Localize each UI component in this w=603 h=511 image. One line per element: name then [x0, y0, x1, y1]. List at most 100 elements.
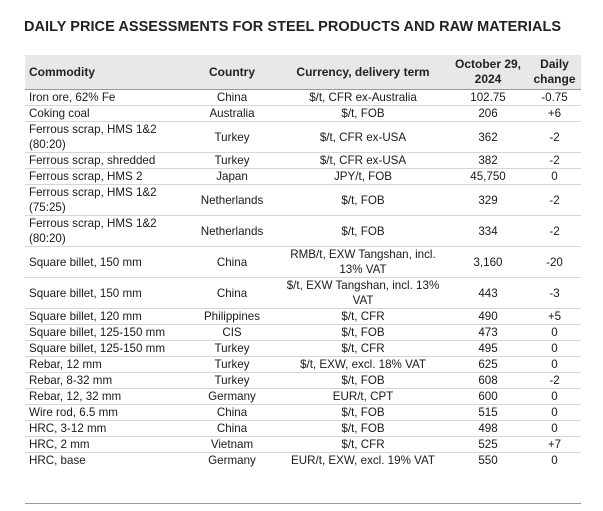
cell-country: Japan: [186, 168, 278, 185]
cell-change: -0.75: [528, 89, 581, 106]
table-row: Iron ore, 62% Fe China $/t, CFR ex-Austral…: [25, 89, 581, 106]
cell-currency: $/t, CFR: [278, 436, 448, 453]
table-row: HRC, base Germany EUR/t, EXW, excl. 19% VA…: [25, 453, 581, 469]
table-row: Coking coal Australia $/t, FOB 206 +6: [25, 105, 581, 122]
cell-currency: $/t, CFR ex-Australia: [278, 89, 448, 106]
cell-currency: EUR/t, EXW, excl. 19% VAT: [291, 454, 435, 467]
cell-country: Vietnam: [186, 436, 278, 453]
cell-currency: $/t, EXW Tangshan, incl. 13% VAT: [278, 277, 448, 309]
cell-country: China: [186, 246, 278, 278]
table-row: Ferrous scrap, shredded Turkey $/t, CFR ex…: [25, 152, 581, 169]
cell-change: +7: [528, 436, 581, 453]
table-body: Iron ore, 62% Fe China $/t, CFR ex-Austral…: [25, 89, 581, 469]
cell-price: 600: [448, 388, 528, 405]
cell-country: Turkey: [186, 356, 278, 373]
cell-commodity: Rebar, 12, 32 mm: [25, 388, 186, 405]
table-row: HRC, 3-12 mm China $/t, FOB 498 0: [25, 420, 581, 437]
cell-commodity: Square billet, 125-150 mm: [25, 340, 186, 357]
cell-price: 490: [448, 308, 528, 325]
cell-price: 329: [448, 184, 528, 216]
cell-commodity: HRC, 3-12 mm: [25, 420, 186, 437]
cell-currency: $/t, CFR: [278, 340, 448, 357]
table-row: Square billet, 120 mm Philippines $/t, CFR…: [25, 308, 581, 325]
table-row: Wire rod, 6.5 mm China $/t, FOB 515 0: [25, 404, 581, 421]
cell-price: 206: [448, 105, 528, 122]
cell-currency: $/t, EXW, excl. 18% VAT: [278, 356, 448, 373]
cell-currency: $/t, CFR ex-USA: [278, 152, 448, 169]
cell-change: 0: [528, 324, 581, 341]
cell-currency: $/t, CFR: [278, 308, 448, 325]
cell-currency: $/t, FOB: [278, 184, 448, 216]
header-country: Country: [209, 64, 255, 79]
cell-price: 382: [448, 152, 528, 169]
cell-commodity: Iron ore, 62% Fe: [25, 89, 186, 106]
cell-price: 102.75: [448, 89, 528, 106]
cell-commodity: Square billet, 150 mm: [25, 246, 186, 278]
header-commodity: Commodity: [29, 64, 95, 79]
cell-country: Netherlands: [186, 184, 278, 216]
cell-change: -3: [528, 277, 581, 309]
header-date: October 29, 2024: [454, 57, 522, 86]
cell-price: 515: [448, 404, 528, 421]
cell-country: Turkey: [186, 372, 278, 389]
cell-price: 45,750: [448, 168, 528, 185]
cell-country: Philippines: [186, 308, 278, 325]
cell-price: 495: [448, 340, 528, 357]
cell-country: China: [186, 89, 278, 106]
cell-price: 334: [448, 215, 528, 247]
cell-price: 525: [448, 436, 528, 453]
cell-price: 3,160: [448, 246, 528, 278]
cell-price: 608: [448, 372, 528, 389]
header-change: Daily change: [533, 57, 576, 86]
cell-price: 443: [448, 277, 528, 309]
cell-change: -2: [528, 372, 581, 389]
cell-commodity: Square billet, 150 mm: [25, 277, 186, 309]
cell-commodity: Rebar, 8-32 mm: [25, 372, 186, 389]
table-row: Ferrous scrap, HMS 1&2 (80:20) Turkey $/t,…: [25, 121, 581, 153]
cell-change: -2: [528, 184, 581, 216]
cell-country: China: [186, 420, 278, 437]
cell-change: 0: [551, 454, 558, 467]
cell-change: -2: [528, 152, 581, 169]
cell-change: 0: [528, 404, 581, 421]
cell-change: -20: [528, 246, 581, 278]
cell-commodity: HRC, base: [29, 454, 86, 467]
cell-price: 362: [448, 121, 528, 153]
cell-commodity: HRC, 2 mm: [25, 436, 186, 453]
cell-commodity: Square billet, 125-150 mm: [25, 324, 186, 341]
cell-commodity: Ferrous scrap, HMS 1&2 (75:25): [25, 184, 186, 216]
cell-country: China: [186, 277, 278, 309]
cell-change: 0: [528, 388, 581, 405]
cell-change: -2: [528, 215, 581, 247]
cell-change: 0: [528, 168, 581, 185]
table-row: Ferrous scrap, HMS 2 Japan JPY/t, FOB 45,75…: [25, 168, 581, 185]
cell-currency: $/t, FOB: [278, 324, 448, 341]
cell-change: 0: [528, 340, 581, 357]
cell-country: Turkey: [186, 121, 278, 153]
cell-currency: $/t, FOB: [278, 372, 448, 389]
table-row: Square billet, 125-150 mm Turkey $/t, CFR 4…: [25, 340, 581, 357]
cell-price: 550: [478, 454, 498, 467]
table-row: Square billet, 150 mm China RMB/t, EXW Tan…: [25, 246, 581, 278]
cell-currency: $/t, FOB: [278, 404, 448, 421]
cell-country: Turkey: [186, 340, 278, 357]
table-row: Ferrous scrap, HMS 1&2 (75:25) Netherland…: [25, 184, 581, 216]
cell-change: 0: [528, 356, 581, 373]
cell-price: 473: [448, 324, 528, 341]
cell-commodity: Rebar, 12 mm: [25, 356, 186, 373]
cell-commodity: Square billet, 120 mm: [25, 308, 186, 325]
cell-currency: $/t, FOB: [278, 215, 448, 247]
cell-change: -2: [528, 121, 581, 153]
cell-country: China: [186, 404, 278, 421]
cell-commodity: Ferrous scrap, HMS 1&2 (80:20): [25, 215, 186, 247]
cell-country: Germany: [208, 454, 256, 467]
cell-commodity: Ferrous scrap, HMS 2: [25, 168, 186, 185]
cell-country: Turkey: [186, 152, 278, 169]
table-row: Rebar, 12, 32 mm Germany EUR/t, CPT 600 0: [25, 388, 581, 405]
cell-change: +5: [528, 308, 581, 325]
cell-price: 625: [448, 356, 528, 373]
cell-commodity: Coking coal: [25, 105, 186, 122]
table-row: Rebar, 12 mm Turkey $/t, EXW, excl. 18% VA…: [25, 356, 581, 373]
cell-change: +6: [528, 105, 581, 122]
